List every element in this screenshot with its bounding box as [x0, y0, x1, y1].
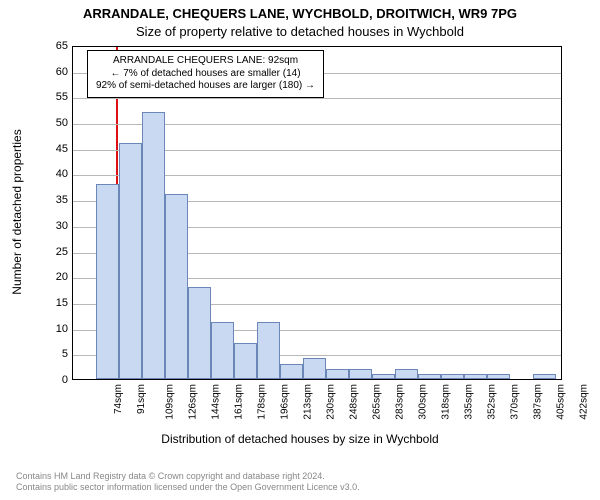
x-tick-label: 422sqm: [579, 384, 590, 420]
y-tick-label: 50: [56, 117, 68, 129]
x-tick-label: 283sqm: [395, 384, 406, 420]
footer-line-2: Contains public sector information licen…: [16, 482, 360, 494]
x-tick-label: 178sqm: [257, 384, 268, 420]
chart-container: { "title_line1":"ARRANDALE, CHEQUERS LAN…: [0, 0, 600, 500]
footer-line-1: Contains HM Land Registry data © Crown c…: [16, 471, 360, 483]
histogram-bar: [142, 112, 165, 379]
x-tick-label: 161sqm: [234, 384, 245, 420]
legend-line-1: ARRANDALE CHEQUERS LANE: 92sqm: [96, 55, 315, 68]
histogram-bar: [234, 343, 257, 379]
x-tick-label: 300sqm: [418, 384, 429, 420]
y-tick-label: 45: [56, 143, 68, 155]
histogram-bar: [533, 374, 556, 379]
y-tick-label: 55: [56, 91, 68, 103]
x-tick-label: 335sqm: [464, 384, 475, 420]
x-tick-label: 248sqm: [349, 384, 360, 420]
x-tick-label: 318sqm: [441, 384, 452, 420]
histogram-bar: [188, 287, 211, 379]
gridline: [73, 98, 561, 99]
legend-line-3: 92% of semi-detached houses are larger (…: [96, 80, 315, 93]
histogram-bar: [96, 184, 119, 379]
y-tick-label: 20: [56, 271, 68, 283]
x-tick-label: 352sqm: [487, 384, 498, 420]
x-tick-label: 126sqm: [188, 384, 199, 420]
y-tick-label: 10: [56, 323, 68, 335]
histogram-bar: [257, 322, 280, 379]
x-tick-label: 91sqm: [136, 384, 147, 414]
histogram-bar: [395, 369, 418, 379]
x-axis-label: Distribution of detached houses by size …: [0, 432, 600, 446]
y-axis-label: Number of detached properties: [10, 129, 24, 294]
y-tick-label: 30: [56, 220, 68, 232]
histogram-bar: [487, 374, 510, 379]
x-tick-label: 196sqm: [280, 384, 291, 420]
footer-attribution: Contains HM Land Registry data © Crown c…: [16, 471, 360, 494]
histogram-bar: [372, 374, 395, 379]
histogram-bar: [165, 194, 188, 379]
x-tick-label: 387sqm: [533, 384, 544, 420]
histogram-bar: [211, 322, 234, 379]
histogram-bar: [280, 364, 303, 379]
legend-box: ARRANDALE CHEQUERS LANE: 92sqm ← 7% of d…: [87, 50, 324, 98]
y-tick-label: 5: [62, 348, 68, 360]
histogram-bar: [303, 358, 326, 379]
y-tick-label: 60: [56, 66, 68, 78]
x-tick-label: 230sqm: [326, 384, 337, 420]
y-tick-label: 65: [56, 40, 68, 52]
y-tick-label: 0: [62, 374, 68, 386]
histogram-bar: [464, 374, 487, 379]
x-tick-label: 144sqm: [211, 384, 222, 420]
x-tick-label: 405sqm: [556, 384, 567, 420]
histogram-bar: [326, 369, 349, 379]
legend-line-2: ← 7% of detached houses are smaller (14): [96, 68, 315, 81]
histogram-bar: [441, 374, 464, 379]
x-tick-label: 265sqm: [372, 384, 383, 420]
y-tick-label: 40: [56, 168, 68, 180]
histogram-bar: [119, 143, 142, 379]
x-tick-label: 74sqm: [113, 384, 124, 414]
x-tick-label: 213sqm: [303, 384, 314, 420]
chart-title-address: ARRANDALE, CHEQUERS LANE, WYCHBOLD, DROI…: [0, 6, 600, 21]
histogram-bar: [349, 369, 372, 379]
y-tick-label: 35: [56, 194, 68, 206]
chart-subtitle: Size of property relative to detached ho…: [0, 24, 600, 39]
histogram-bar: [418, 374, 441, 379]
y-tick-label: 15: [56, 297, 68, 309]
x-tick-label: 109sqm: [165, 384, 176, 420]
y-tick-label: 25: [56, 246, 68, 258]
x-tick-label: 370sqm: [510, 384, 521, 420]
